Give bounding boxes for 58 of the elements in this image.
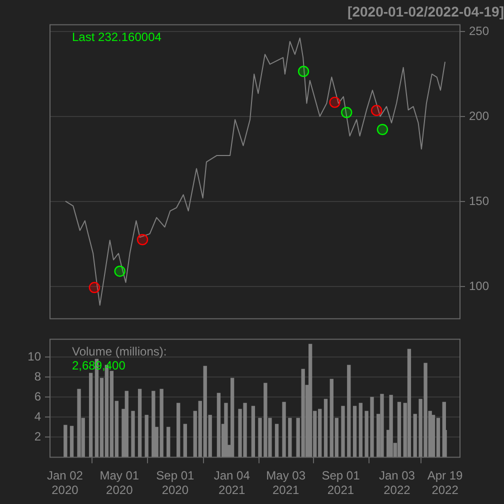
bar: [183, 424, 187, 458]
bar: [347, 364, 351, 458]
bar: [251, 406, 256, 458]
bar: [152, 390, 156, 458]
x-tick-label: May 03 2021: [266, 468, 306, 498]
bar: [64, 424, 68, 458]
y-tick-label: 150: [469, 194, 490, 208]
bar: [282, 402, 286, 458]
point: [136, 234, 148, 246]
x-tick-label: May 01 2020: [100, 468, 140, 498]
bar: [124, 390, 128, 458]
bar: [407, 348, 412, 458]
y-tick-label: 200: [469, 108, 490, 123]
bar: [176, 402, 180, 458]
chart-title: [2020-01-02/2022-04-19]: [348, 3, 504, 20]
annotation: 2,689,400: [72, 358, 126, 373]
bar: [389, 394, 393, 458]
bar: [70, 426, 74, 458]
bar: [166, 426, 170, 458]
x-tick-label: Jan 04 2021: [214, 468, 250, 498]
bar: [230, 378, 234, 458]
x-tick-label: Jan 02 2020: [46, 468, 84, 498]
y-tick-label: 8: [34, 370, 42, 384]
bar: [224, 402, 228, 458]
annotation: Last 232.160004: [72, 30, 162, 44]
x-tick-label: Sep 01 2020: [156, 468, 195, 498]
bar: [131, 410, 135, 458]
point: [298, 66, 310, 77]
bar: [216, 392, 221, 458]
y-tick-label: 4: [34, 410, 42, 424]
bar: [358, 402, 363, 458]
y-tick-label: 10: [28, 350, 42, 364]
bar: [352, 406, 357, 458]
y-tick-label: 100: [469, 278, 490, 293]
y-tick-label: 6: [34, 390, 42, 404]
bar: [308, 344, 312, 458]
y-tick-label: 250: [469, 24, 490, 38]
x-tick-label: Sep 01 2021: [322, 468, 360, 498]
bar: [144, 414, 148, 458]
point: [329, 96, 340, 108]
bar: [380, 394, 384, 458]
point: [88, 282, 100, 294]
bar: [288, 418, 292, 458]
y-tick-label: 2: [34, 430, 42, 444]
bar: [138, 388, 142, 458]
point: [114, 266, 126, 277]
x-tick-label: Jan 03 2022: [378, 468, 416, 498]
x-tick-label: Apr 19 2022: [427, 468, 464, 498]
bar: [324, 398, 328, 458]
bar: [88, 372, 93, 458]
point: [376, 124, 388, 136]
bar: [77, 388, 81, 458]
point: [341, 106, 352, 118]
bar: [274, 424, 279, 458]
point: [370, 104, 382, 116]
bar: [397, 402, 402, 458]
bar: [341, 406, 345, 458]
annotation: Volume (millions):: [72, 344, 167, 359]
